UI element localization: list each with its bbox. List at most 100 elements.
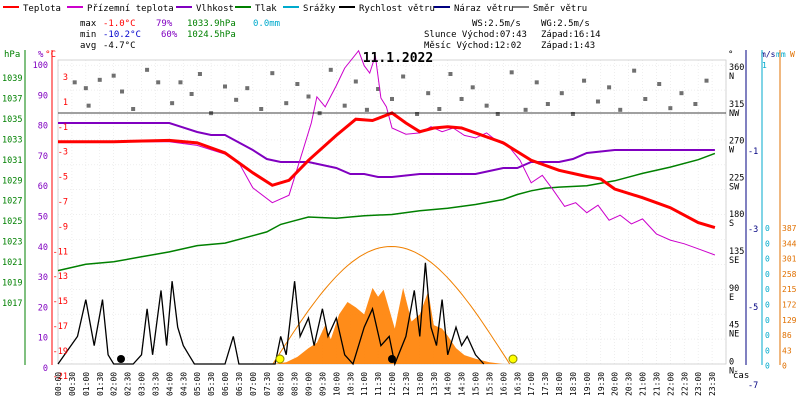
pct-tick-label: 80 [38,122,48,132]
celsius-tick-label: 3 [63,73,68,83]
x-tick-label: 01:00 [82,372,91,396]
x-tick-label: 02:00 [110,372,119,396]
deg-tick-label: 270 [729,137,744,147]
stat-min-press: 1024.5hPa [187,30,236,40]
pressure-line [57,152,716,272]
x-tick-label: 19:00 [583,372,592,396]
ms-tick-label: -5 [748,303,758,313]
deg-tick-label: 180 [729,210,744,220]
ms-tick-label: -1 [748,147,758,157]
wind-direction-point [595,99,600,104]
wind-direction-point [223,84,227,89]
legend-label: Rychlost větru [359,4,435,14]
wind-direction-point [704,78,709,83]
mm-tick-label: 0 [765,331,770,340]
x-tick-label: 22:00 [666,372,675,396]
pct-tick-label: 100 [33,61,48,71]
x-axis-label: čas [733,370,749,381]
stats-block: max -1.0°C 79% 1033.9hPa 0.0mm min -10.2… [80,19,280,51]
pct-tick-label: 0 [43,364,48,374]
wind-direction-point [582,78,587,83]
celsius-tick-label: -15 [53,297,68,307]
hpa-tick-label: 1019 [2,279,22,289]
hpa-tick-label: 1025 [2,217,22,227]
wind-direction-point [657,82,662,86]
humidity-line [58,122,715,178]
moonset-marker [117,355,125,363]
moonrise-marker [388,355,396,363]
ms-axis-title: m/s [761,50,776,59]
w-tick-label: 215 [782,285,797,294]
x-tick-label: 15:30 [485,372,494,396]
x-tick-label: 21:30 [652,372,661,396]
legend-label: Srážky [303,4,336,14]
x-tick-label: 10:30 [346,372,355,396]
wind-direction-point [643,97,648,101]
x-tick-label: 18:30 [569,372,578,396]
hpa-tick-label: 1039 [2,74,22,84]
wind-direction-point [484,103,489,108]
wind-direction-point [111,73,116,78]
legend-label: Náraz větru [454,4,514,14]
hpa-tick-label: 1033 [2,135,22,145]
wind-direction-point [270,71,275,76]
celsius-tick-label: -3 [58,148,68,158]
wind-direction-point [145,67,150,72]
celsius-tick-label: -1 [58,123,68,133]
info-block: WS:2.5m/s WG:2.5m/s Slunce Východ:07:43 … [424,19,601,51]
legend-label: Směr větru [533,4,587,14]
x-tick-label: 05:00 [193,372,202,396]
legend-item: Rychlost větru [339,4,435,14]
x-tick-label: 20:00 [611,372,620,396]
wind-direction-point [534,80,539,85]
wind-direction-point [401,74,406,79]
hpa-tick-label: 1021 [2,258,22,268]
deg-tick-label: 225 [729,173,744,183]
x-tick-label: 07:30 [263,372,272,396]
pct-tick-label: 10 [38,334,48,344]
wind-direction-point [570,112,575,116]
celsius-tick-label: -13 [53,272,68,282]
wind-direction-point [426,91,431,96]
hpa-tick-label: 1023 [2,238,22,248]
x-tick-label: 05:30 [207,372,216,396]
x-tick-label: 13:30 [430,372,439,396]
x-tick-label: 00:00 [54,372,63,396]
x-tick-label: 03:30 [151,372,160,396]
x-tick-label: 07:00 [249,372,258,396]
wind-direction-point [459,97,464,101]
x-tick-label: 19:30 [597,372,606,396]
mm-tick-label: 0 [765,316,770,325]
wind-direction-point [545,102,550,106]
wind-direction-point [234,97,239,102]
wind-direction-point [353,79,358,84]
info-moon-set: Západ:1:43 [541,41,595,51]
deg-tick-label: 90 [729,284,739,294]
wind-direction-point [131,107,136,111]
deg-tick-label: 315 [729,100,744,110]
w-axis-title: W [790,50,795,59]
celsius-tick-label: -11 [53,247,68,257]
wind-direction-point [679,91,684,96]
stat-avg-temp: -4.7°C [103,41,136,51]
celsius-axis-title: °C [45,50,56,60]
x-tick-label: 06:30 [235,372,244,396]
deg-tick-label: 0 [729,357,734,367]
wind-direction-point [693,102,698,106]
pct-tick-label: 70 [38,152,48,162]
legend-item: Náraz větru [434,4,514,14]
solar-radiation-area [272,287,504,364]
wind-direction-point [448,72,453,76]
x-tick-label: 08:00 [277,372,286,396]
x-tick-label: 09:30 [318,372,327,396]
wind-direction-point [390,97,394,101]
wind-direction-point [437,107,442,111]
stat-max-hum: 79% [156,19,173,29]
info-moon: Měsíc Východ:12:02 [424,41,522,51]
w-tick-label: 129 [782,316,797,325]
right-axes: ° m/s mm W1360N315NW270W225SW180S135SE90E45… [728,50,797,391]
wind-direction-point [470,85,475,90]
stat-min-hum: 60% [161,30,178,40]
pct-tick-label: 30 [38,273,48,283]
stat-min-temp: -10.2°C [103,30,141,40]
